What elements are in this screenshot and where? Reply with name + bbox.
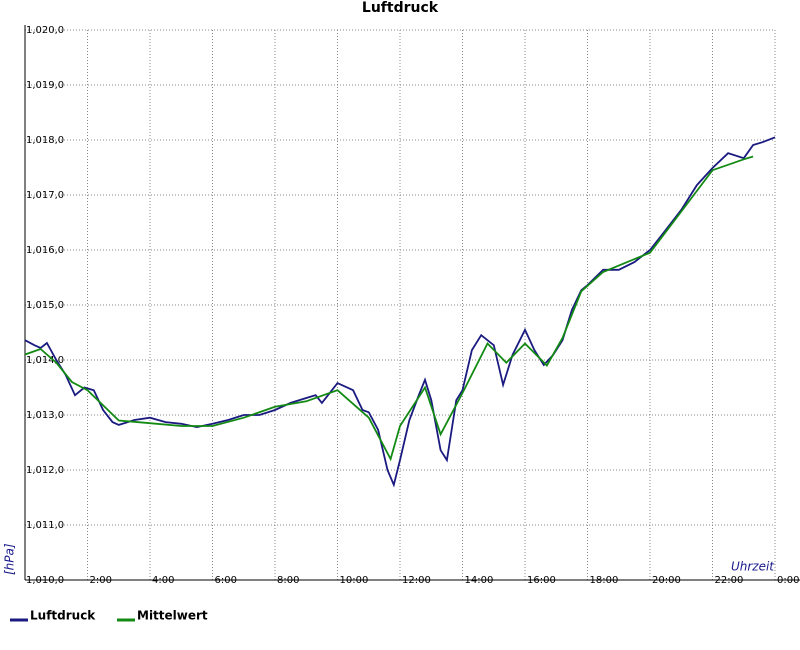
y-tick-label: 1,018,0 — [26, 135, 64, 146]
y-tick-label: 1,016,0 — [26, 245, 64, 256]
y-tick-label: 1,014,0 — [26, 355, 64, 366]
y-tick-label: 1,012,0 — [26, 465, 64, 476]
legend-label: Luftdruck — [30, 609, 96, 623]
series-line — [24, 136, 776, 488]
x-axis-label: Uhrzeit — [731, 560, 775, 574]
y-tick-label: 1,020,0 — [26, 25, 64, 36]
chart-title: Luftdruck — [362, 0, 439, 16]
y-axis-label: [hPa] — [3, 543, 17, 575]
y-tick-label: 1,011,0 — [26, 520, 64, 531]
y-tick-label: 1,013,0 — [26, 410, 64, 421]
legend-label: Mittelwert — [137, 609, 208, 623]
y-tick-label: 1,017,0 — [26, 190, 64, 201]
y-tick-label: 1,019,0 — [26, 80, 64, 91]
series-line — [24, 155, 754, 462]
y-tick-label: 1,015,0 — [26, 300, 64, 311]
